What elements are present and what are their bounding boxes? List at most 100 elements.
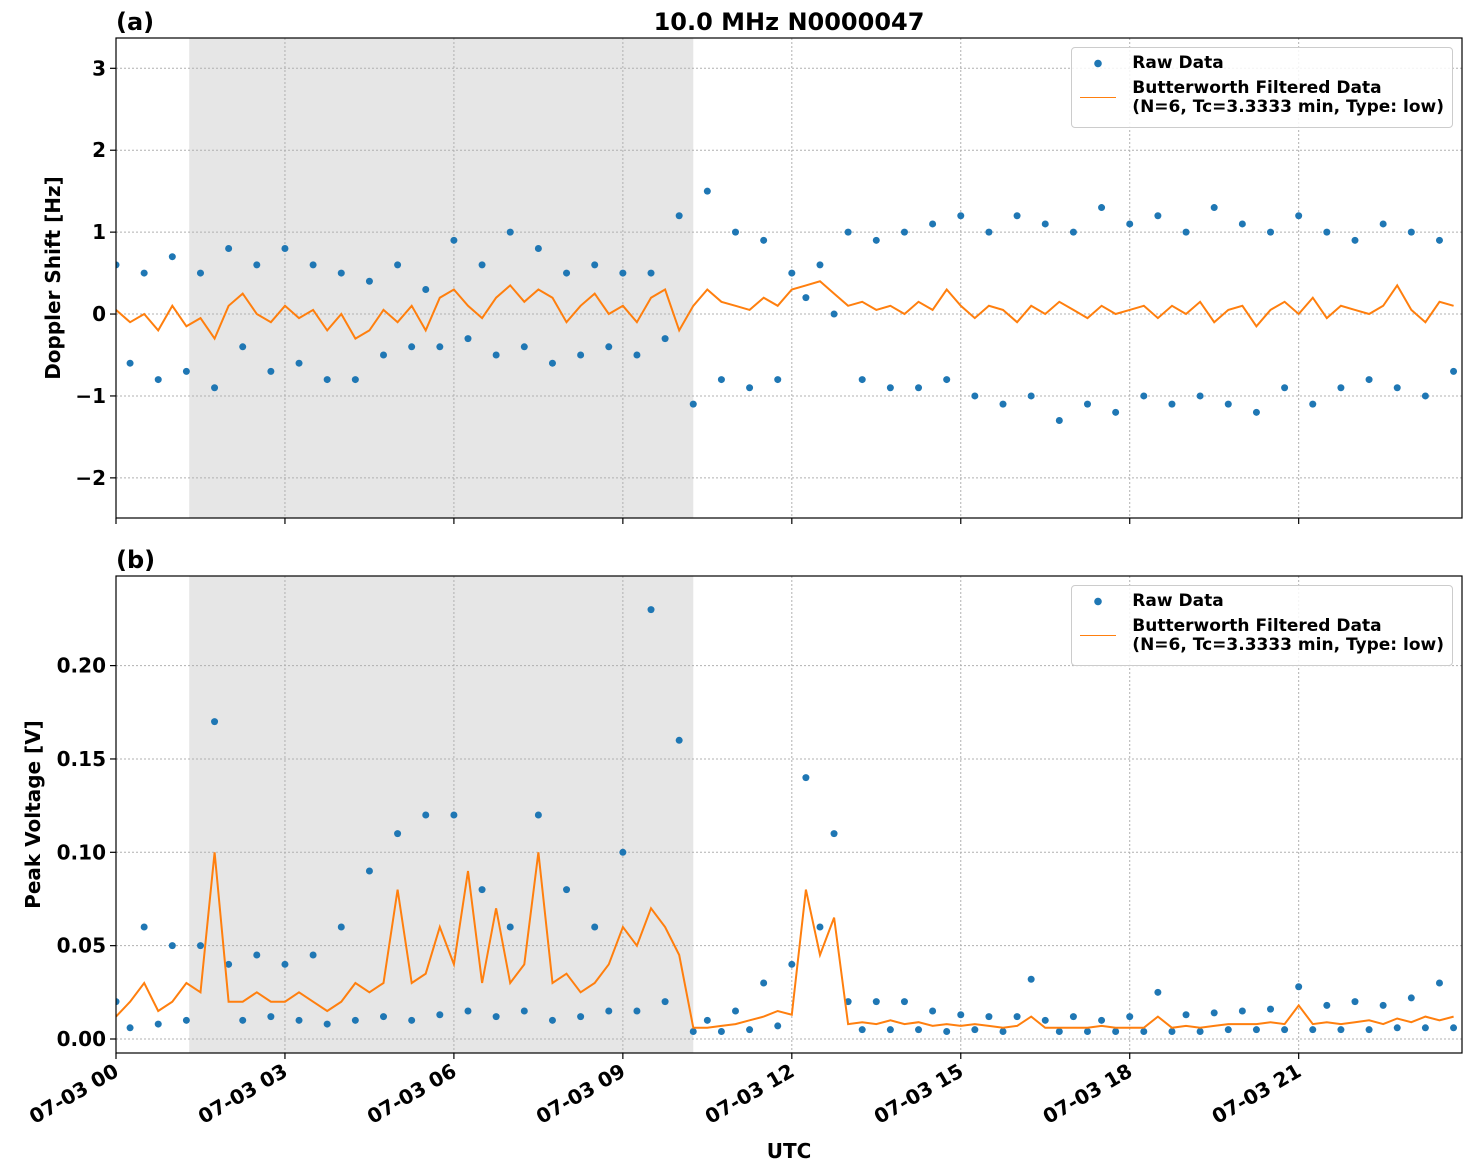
raw-point [365, 277, 373, 285]
raw-point [1295, 983, 1303, 991]
raw-point [309, 951, 317, 959]
raw-point [802, 774, 810, 782]
y-tick-label: 0.05 [57, 934, 106, 958]
raw-point [1182, 228, 1190, 236]
raw-point [872, 998, 880, 1006]
raw-point [323, 1020, 331, 1028]
raw-point [116, 998, 120, 1006]
raw-point [985, 1013, 993, 1021]
x-tick-label: 07-03 18 [1039, 1059, 1137, 1129]
raw-point [520, 343, 528, 351]
legend-label: Butterworth Filtered Data (N=6, Tc=3.333… [1132, 78, 1444, 117]
raw-point [1337, 1026, 1345, 1034]
y-axis-label: Peak Voltage [V] [21, 720, 45, 909]
raw-point [1196, 1028, 1204, 1036]
raw-point [717, 1028, 725, 1036]
raw-point [548, 1016, 556, 1024]
raw-point [1126, 220, 1134, 228]
raw-point [492, 351, 500, 359]
x-axis-label: UTC [767, 1139, 812, 1163]
raw-point [126, 1024, 134, 1032]
raw-point [1323, 1001, 1331, 1009]
y-tick-label: 0 [92, 302, 106, 326]
y-tick-label: 1 [92, 220, 106, 244]
raw-point [1281, 384, 1289, 392]
raw-point [1281, 1026, 1289, 1034]
raw-point [1154, 988, 1162, 996]
raw-point [703, 1016, 711, 1024]
raw-point [351, 376, 359, 384]
y-tick-label: 0.10 [57, 840, 106, 864]
plot-area [116, 606, 1458, 1036]
raw-point [619, 848, 627, 856]
raw-point [492, 1013, 500, 1021]
raw-point [295, 1016, 303, 1024]
raw-point [520, 1007, 528, 1015]
raw-point [689, 400, 697, 408]
raw-point [563, 269, 571, 277]
legend-entry: Raw Data [1080, 54, 1444, 73]
raw-point [830, 310, 838, 318]
raw-point [760, 236, 768, 244]
raw-point [436, 1011, 444, 1019]
raw-point [168, 253, 176, 261]
raw-point [1379, 1001, 1387, 1009]
raw-point [1168, 1028, 1176, 1036]
raw-point [900, 998, 908, 1006]
legend-symbol [1080, 54, 1117, 73]
y-tick-label: 3 [92, 56, 106, 80]
legend-entry: Butterworth Filtered Data (N=6, Tc=3.333… [1080, 617, 1444, 655]
raw-point [337, 923, 345, 931]
night-span [189, 576, 694, 1053]
raw-point [1365, 1026, 1373, 1034]
raw-point [116, 261, 120, 269]
raw-point [1140, 1028, 1148, 1036]
raw-point [605, 1007, 613, 1015]
raw-point [267, 1013, 275, 1021]
raw-point [1435, 979, 1443, 987]
raw-point [1323, 228, 1331, 236]
raw-point [1435, 236, 1443, 244]
raw-point [1027, 975, 1035, 983]
raw-point [661, 335, 669, 343]
y-tick-label: −1 [75, 384, 106, 408]
raw-point [1309, 400, 1317, 408]
raw-point [365, 867, 373, 875]
raw-point [295, 359, 303, 367]
raw-point [971, 1026, 979, 1034]
raw-point [351, 1016, 359, 1024]
raw-point [943, 376, 951, 384]
raw-point [1210, 204, 1218, 212]
raw-point [309, 261, 317, 269]
y-axis-label: Doppler Shift [Hz] [41, 176, 65, 380]
raw-point [591, 923, 599, 931]
y-tick-label: 0.20 [57, 654, 106, 678]
raw-point [1337, 384, 1345, 392]
raw-point [647, 606, 655, 614]
raw-point [999, 400, 1007, 408]
raw-point [422, 811, 430, 819]
raw-point [1309, 1026, 1317, 1034]
raw-point [239, 343, 247, 351]
raw-point [900, 228, 908, 236]
raw-point [774, 1022, 782, 1030]
raw-point [1421, 392, 1429, 400]
raw-point [816, 923, 824, 931]
raw-point [591, 261, 599, 269]
chart-title: 10.0 MHz N0000047 [654, 8, 925, 36]
raw-point [872, 236, 880, 244]
raw-point [675, 212, 683, 220]
raw-point [746, 384, 754, 392]
raw-point [408, 1016, 416, 1024]
raw-point [563, 886, 571, 894]
raw-point [464, 1007, 472, 1015]
raw-point [943, 1028, 951, 1036]
raw-point [436, 343, 444, 351]
raw-point [253, 261, 261, 269]
raw-point [1055, 417, 1063, 425]
filtered-line [116, 280, 1454, 341]
raw-point [154, 1020, 162, 1028]
raw-point [281, 245, 289, 253]
raw-point [182, 367, 190, 375]
